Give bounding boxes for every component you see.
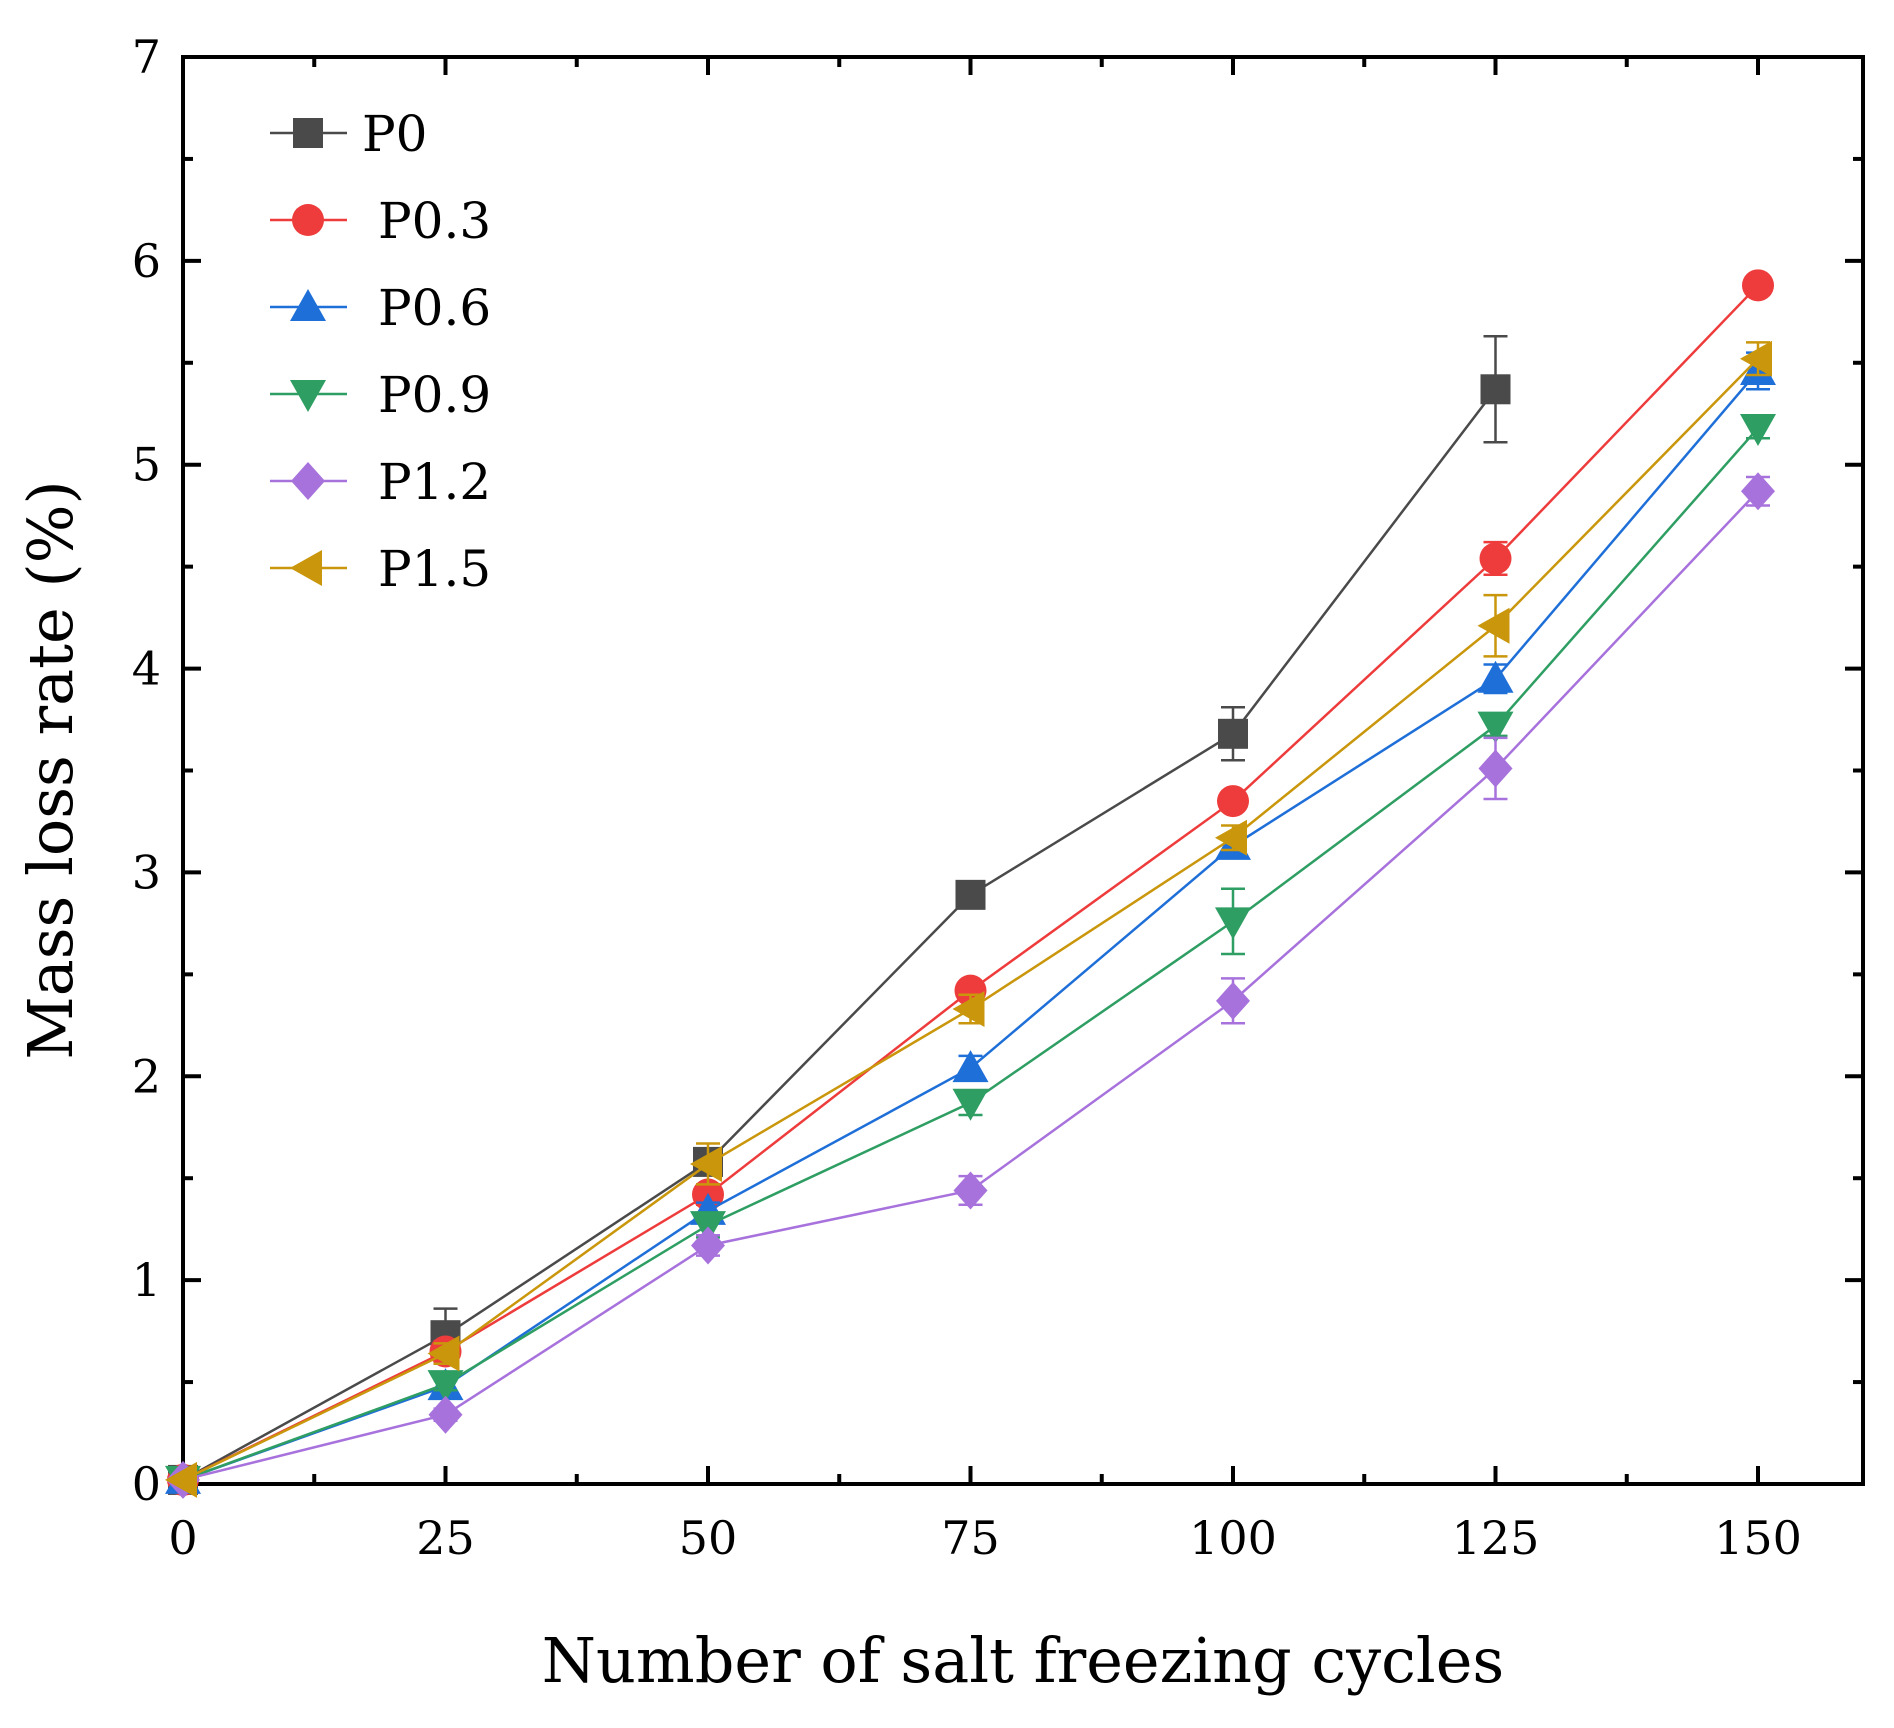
y-tick-label: 0 (132, 1457, 161, 1511)
y-tick-label: 6 (132, 234, 161, 288)
data-point (427, 1370, 464, 1403)
data-point (691, 1226, 725, 1265)
data-point (952, 1088, 989, 1121)
plot-frame (181, 55, 1865, 1486)
data-point (1477, 711, 1514, 744)
series-P1.5 (165, 340, 1772, 1498)
data-point (1740, 340, 1772, 377)
x-tick-label: 100 (1189, 1511, 1277, 1565)
data-point (1477, 607, 1510, 644)
axis-ticks: 0 25 50 75 100 125 150 0 1 2 3 4 5 6 7 (132, 30, 1863, 1565)
data-point (1215, 907, 1251, 940)
x-tick-label: 50 (679, 1511, 738, 1565)
legend-marker (290, 550, 322, 586)
data-point (427, 1335, 460, 1372)
legend-label: P0 (362, 105, 427, 163)
legend-marker (290, 380, 326, 412)
y-tick-label: 3 (132, 845, 161, 899)
y-tick-label: 7 (132, 30, 161, 84)
y-tick-label: 4 (132, 642, 161, 696)
legend-label: P0.3 (378, 192, 491, 250)
data-point (165, 1461, 197, 1498)
data-point (952, 1050, 989, 1083)
data-point (1217, 785, 1249, 818)
y-axis-title: Mass loss rate (%) (14, 480, 87, 1060)
y-tick-label: 2 (132, 1049, 161, 1103)
x-tick-label: 25 (416, 1511, 475, 1565)
legend-label: P0.6 (378, 279, 491, 337)
series-line (182, 388, 1497, 1482)
legend-marker (293, 118, 323, 148)
data-point (690, 1145, 722, 1182)
data-point (1478, 749, 1513, 788)
series-P0.9 (165, 414, 1776, 1498)
series-P0.6 (165, 351, 1776, 1494)
x-tick-label: 75 (941, 1511, 1000, 1565)
legend: P0 P0.3 P0.6 P0.9 P1.2 P1.5 (270, 105, 491, 598)
series-P0 (168, 335, 1511, 1495)
legend-marker (291, 462, 325, 500)
legend-marker (292, 204, 324, 236)
series-line (182, 357, 1759, 1482)
data-point (952, 991, 985, 1028)
x-tick-label: 0 (168, 1511, 197, 1565)
data-point (428, 1395, 463, 1434)
legend-label: P0.9 (378, 366, 491, 424)
legend-marker (290, 289, 326, 321)
series-line (182, 370, 1759, 1482)
data-point (1479, 542, 1512, 575)
data-point (955, 879, 986, 910)
legend-label: P1.2 (378, 453, 491, 511)
data-point (1218, 718, 1248, 749)
x-tick-label: 150 (1714, 1511, 1802, 1565)
data-point (1477, 660, 1514, 693)
data-point (1742, 269, 1774, 302)
series-group (165, 269, 1776, 1499)
data-point (1480, 374, 1511, 405)
data-point (1215, 819, 1247, 856)
data-point (1216, 981, 1250, 1020)
series-P1.2 (166, 472, 1775, 1499)
legend-label: P1.5 (378, 540, 491, 598)
data-point (953, 1171, 988, 1210)
data-point (1741, 472, 1775, 511)
x-tick-label: 125 (1452, 1511, 1540, 1565)
y-tick-label: 1 (132, 1253, 161, 1307)
x-axis-title: Number of salt freezing cycles (542, 1624, 1505, 1697)
data-point (1740, 414, 1776, 447)
y-tick-label: 5 (132, 438, 161, 492)
